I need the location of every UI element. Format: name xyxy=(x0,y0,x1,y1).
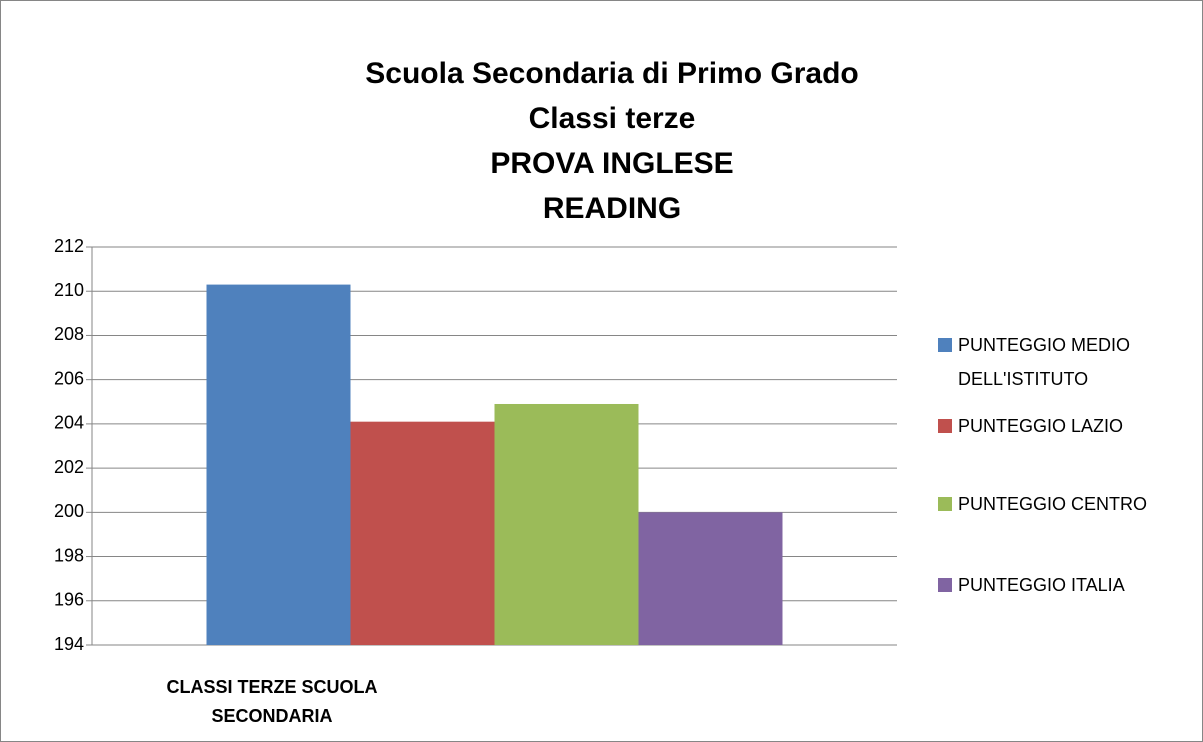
y-tick-label: 204 xyxy=(54,413,84,433)
chart-title: READING xyxy=(543,192,681,225)
legend-swatch xyxy=(938,497,952,511)
y-tick-label: 206 xyxy=(54,368,84,388)
chart-title: Classi terze xyxy=(529,102,696,135)
y-tick-label: 212 xyxy=(54,236,84,256)
chart-title: PROVA INGLESE xyxy=(490,147,733,180)
y-tick-label: 202 xyxy=(54,457,84,477)
y-tick-label: 194 xyxy=(54,634,84,654)
y-tick-label: 200 xyxy=(54,501,84,521)
legend-label: PUNTEGGIO ITALIA xyxy=(958,575,1125,595)
x-tick-label: CLASSI TERZE SCUOLA SECONDARIA xyxy=(166,677,378,726)
y-tick-label: 210 xyxy=(54,280,84,300)
bar xyxy=(350,421,495,645)
bar xyxy=(638,512,783,645)
legend-swatch xyxy=(938,578,952,592)
bar xyxy=(206,284,351,645)
legend-swatch xyxy=(938,419,952,433)
bar xyxy=(494,403,639,645)
legend-label: PUNTEGGIO CENTRO xyxy=(958,494,1148,514)
y-tick-label: 196 xyxy=(54,590,84,610)
chart-title: Scuola Secondaria di Primo Grado xyxy=(365,57,858,90)
legend-label: PUNTEGGIO LAZIO xyxy=(958,416,1124,436)
y-tick-label: 208 xyxy=(54,324,84,344)
legend-swatch xyxy=(938,338,952,352)
legend-label: PUNTEGGIO MEDIO DELL'ISTITUTO xyxy=(958,335,1131,389)
y-tick-label: 198 xyxy=(54,545,84,565)
